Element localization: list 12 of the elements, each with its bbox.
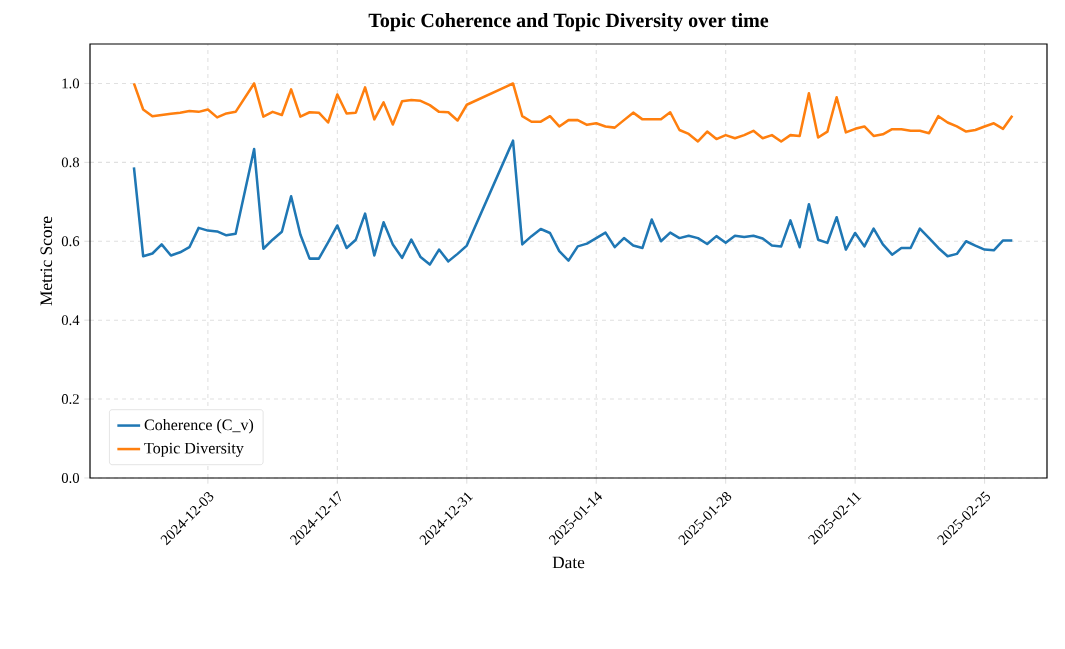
y-tick-label: 0.6	[61, 236, 80, 247]
chart-title: Topic Coherence and Topic Diversity over time	[368, 13, 769, 32]
y-axis-title: Metric Score	[40, 216, 53, 306]
y-tick-label: 1.0	[62, 78, 80, 89]
y-tick-label: 0.0	[61, 473, 80, 483]
legend-label: Coherence (C_v)	[144, 419, 254, 434]
y-tick-label: 0.4	[61, 315, 80, 326]
y-tick-label: 0.8	[61, 157, 80, 168]
legend-label: Topic Diversity	[144, 442, 244, 457]
line-series	[132, 139, 1014, 266]
x-axis-title: Date	[552, 556, 585, 569]
y-tick-label: 0.2	[61, 394, 79, 405]
